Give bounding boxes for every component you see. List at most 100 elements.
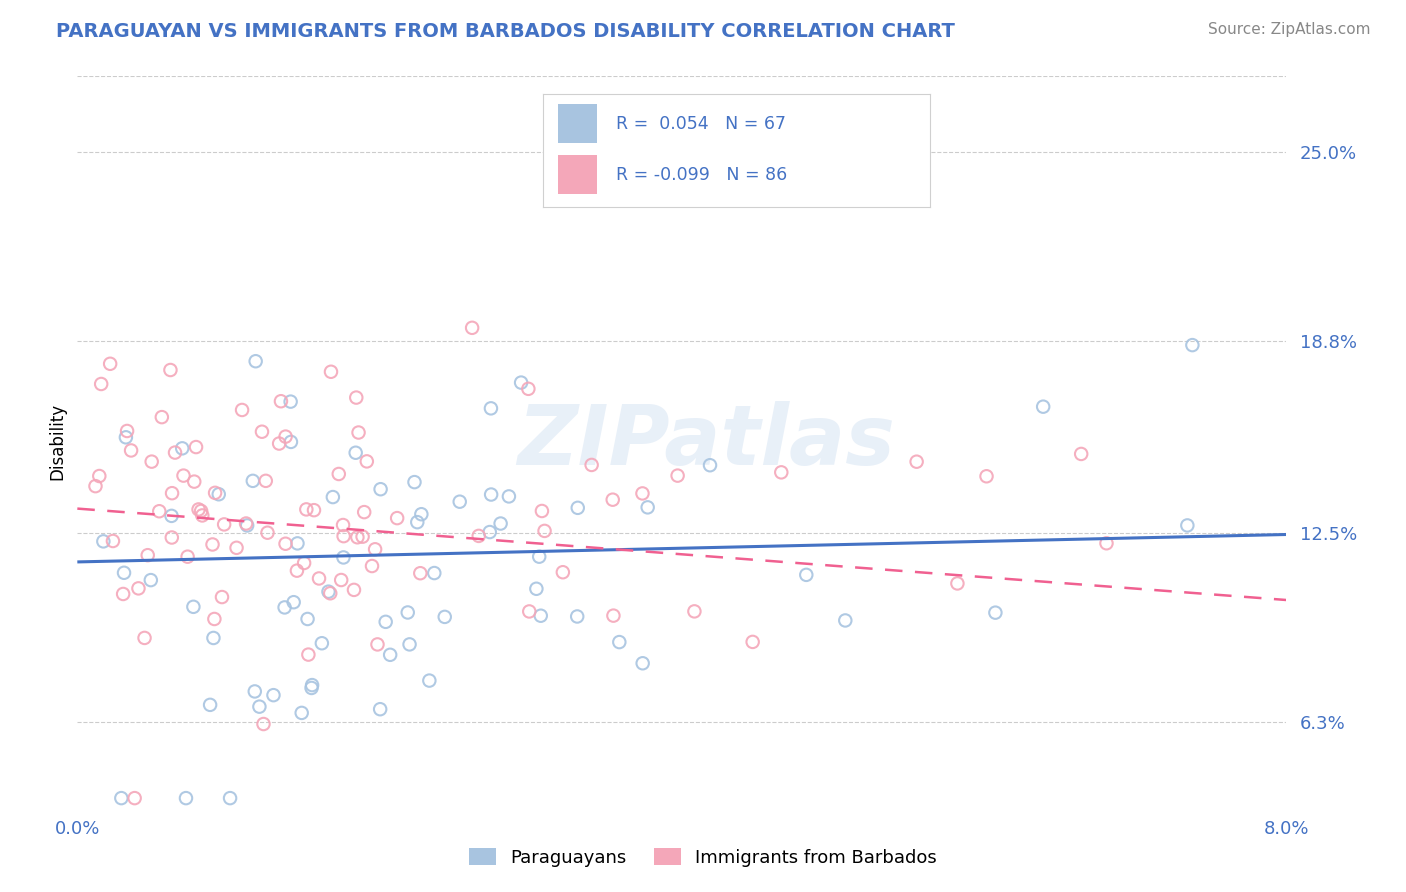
- Point: [352, 530, 374, 544]
- Point: [567, 609, 589, 624]
- Point: [141, 455, 163, 469]
- Point: [433, 610, 456, 624]
- Point: [409, 566, 432, 581]
- Point: [90, 376, 112, 391]
- Point: [201, 537, 224, 551]
- Point: [174, 791, 197, 805]
- Point: [364, 542, 387, 557]
- Point: [631, 486, 654, 500]
- Point: [245, 354, 267, 368]
- Point: [1032, 400, 1054, 414]
- Point: [198, 698, 221, 712]
- Point: [489, 516, 512, 531]
- Point: [301, 678, 323, 692]
- Point: [467, 529, 489, 543]
- Point: [243, 684, 266, 698]
- Point: [280, 434, 302, 449]
- Point: [190, 504, 212, 518]
- Point: [319, 365, 342, 379]
- Point: [1181, 338, 1204, 352]
- Point: [112, 566, 135, 580]
- Point: [202, 631, 225, 645]
- Point: [280, 394, 302, 409]
- Point: [172, 442, 194, 456]
- Point: [318, 584, 340, 599]
- Point: [332, 550, 354, 565]
- Point: [183, 599, 205, 614]
- Point: [124, 791, 146, 805]
- Point: [136, 548, 159, 562]
- Point: [976, 469, 998, 483]
- Point: [249, 699, 271, 714]
- Point: [287, 536, 309, 550]
- Point: [370, 482, 392, 496]
- Point: [332, 529, 354, 543]
- Point: [533, 524, 555, 538]
- Point: [101, 533, 124, 548]
- Point: [1070, 447, 1092, 461]
- Point: [385, 511, 408, 525]
- Legend: Paraguayans, Immigrants from Barbados: Paraguayans, Immigrants from Barbados: [461, 841, 945, 874]
- Point: [529, 549, 551, 564]
- Point: [631, 657, 654, 671]
- Point: [256, 525, 278, 540]
- Point: [567, 500, 589, 515]
- Point: [236, 518, 259, 533]
- Point: [159, 363, 181, 377]
- Point: [270, 394, 292, 409]
- Point: [1175, 518, 1198, 533]
- Point: [183, 475, 205, 489]
- Point: [112, 587, 135, 601]
- Point: [368, 702, 391, 716]
- Text: PARAGUAYAN VS IMMIGRANTS FROM BARBADOS DISABILITY CORRELATION CHART: PARAGUAYAN VS IMMIGRANTS FROM BARBADOS D…: [56, 22, 955, 41]
- Point: [127, 582, 149, 596]
- Point: [602, 608, 624, 623]
- Point: [252, 717, 274, 731]
- Point: [89, 469, 111, 483]
- Point: [344, 446, 367, 460]
- Point: [498, 490, 520, 504]
- Point: [510, 376, 533, 390]
- Point: [396, 606, 419, 620]
- Point: [517, 382, 540, 396]
- Point: [110, 791, 132, 805]
- Point: [946, 576, 969, 591]
- Point: [273, 600, 295, 615]
- Point: [274, 537, 297, 551]
- Point: [905, 455, 928, 469]
- Point: [160, 486, 183, 500]
- Point: [308, 571, 330, 585]
- Point: [343, 582, 366, 597]
- Point: [187, 502, 209, 516]
- Point: [283, 595, 305, 609]
- Point: [301, 681, 323, 695]
- Point: [139, 573, 162, 587]
- Point: [292, 556, 315, 570]
- Point: [115, 430, 138, 444]
- Point: [404, 475, 426, 489]
- Point: [163, 445, 186, 459]
- Point: [683, 604, 706, 618]
- Point: [353, 505, 375, 519]
- Point: [530, 504, 553, 518]
- Point: [478, 524, 501, 539]
- Point: [184, 440, 207, 454]
- Point: [212, 517, 235, 532]
- Point: [479, 401, 502, 416]
- Point: [311, 636, 333, 650]
- Point: [328, 467, 350, 481]
- Point: [344, 391, 367, 405]
- Point: [191, 508, 214, 523]
- Point: [98, 357, 121, 371]
- Point: [423, 566, 446, 580]
- Point: [479, 487, 502, 501]
- Point: [291, 706, 314, 720]
- Point: [346, 530, 368, 544]
- Point: [219, 791, 242, 805]
- Point: [115, 424, 138, 438]
- Point: [602, 492, 624, 507]
- Point: [208, 487, 231, 501]
- Point: [120, 443, 142, 458]
- Point: [134, 631, 156, 645]
- Point: [254, 474, 277, 488]
